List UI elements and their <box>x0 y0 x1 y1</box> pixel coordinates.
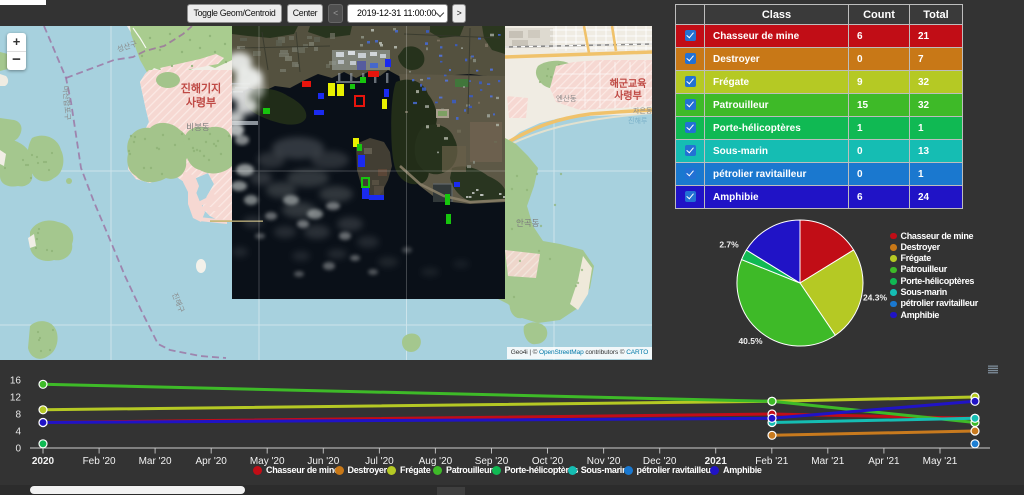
svg-text:Oct '20: Oct '20 <box>532 456 564 467</box>
svg-text:안곡동: 안곡동 <box>516 218 540 228</box>
svg-text:4: 4 <box>15 427 21 438</box>
svg-text:2.7%: 2.7% <box>719 240 739 250</box>
svg-text:Sep '20: Sep '20 <box>475 456 509 467</box>
svg-text:16: 16 <box>10 376 22 387</box>
svg-text:Feb '20: Feb '20 <box>83 456 116 467</box>
svg-text:Apr '21: Apr '21 <box>868 456 900 467</box>
svg-text:May '20: May '20 <box>250 456 285 467</box>
svg-text:12: 12 <box>10 393 22 404</box>
svg-text:Feb '21: Feb '21 <box>755 456 788 467</box>
svg-text:Dec '20: Dec '20 <box>643 456 677 467</box>
svg-text:자은동: 자은동 <box>633 106 652 115</box>
svg-text:Mar '20: Mar '20 <box>139 456 172 467</box>
svg-text:Jun '20: Jun '20 <box>307 456 339 467</box>
svg-text:2020: 2020 <box>32 456 55 467</box>
svg-text:8: 8 <box>15 410 21 421</box>
svg-text:Jul '20: Jul '20 <box>365 456 394 467</box>
svg-text:Apr '20: Apr '20 <box>196 456 228 467</box>
svg-text:Mar '21: Mar '21 <box>811 456 844 467</box>
svg-text:사령부: 사령부 <box>186 95 216 109</box>
svg-text:40.5%: 40.5% <box>738 336 763 346</box>
svg-text:엔산동: 엔산동 <box>556 93 577 103</box>
svg-text:May '21: May '21 <box>923 456 958 467</box>
svg-text:마산합포구: 마산합포구 <box>61 85 73 120</box>
svg-text:진해루: 진해루 <box>628 116 648 125</box>
svg-text:Nov '20: Nov '20 <box>587 456 621 467</box>
svg-text:해군교육: 해군교육 <box>610 77 647 90</box>
svg-text:24.3%: 24.3% <box>863 293 888 303</box>
svg-text:Aug '20: Aug '20 <box>419 456 453 467</box>
svg-text:0: 0 <box>15 444 21 455</box>
svg-text:사령부: 사령부 <box>614 89 642 102</box>
svg-text:진해기지: 진해기지 <box>181 81 221 95</box>
svg-text:2021: 2021 <box>705 456 728 467</box>
svg-text:비봉동: 비봉동 <box>186 122 210 132</box>
